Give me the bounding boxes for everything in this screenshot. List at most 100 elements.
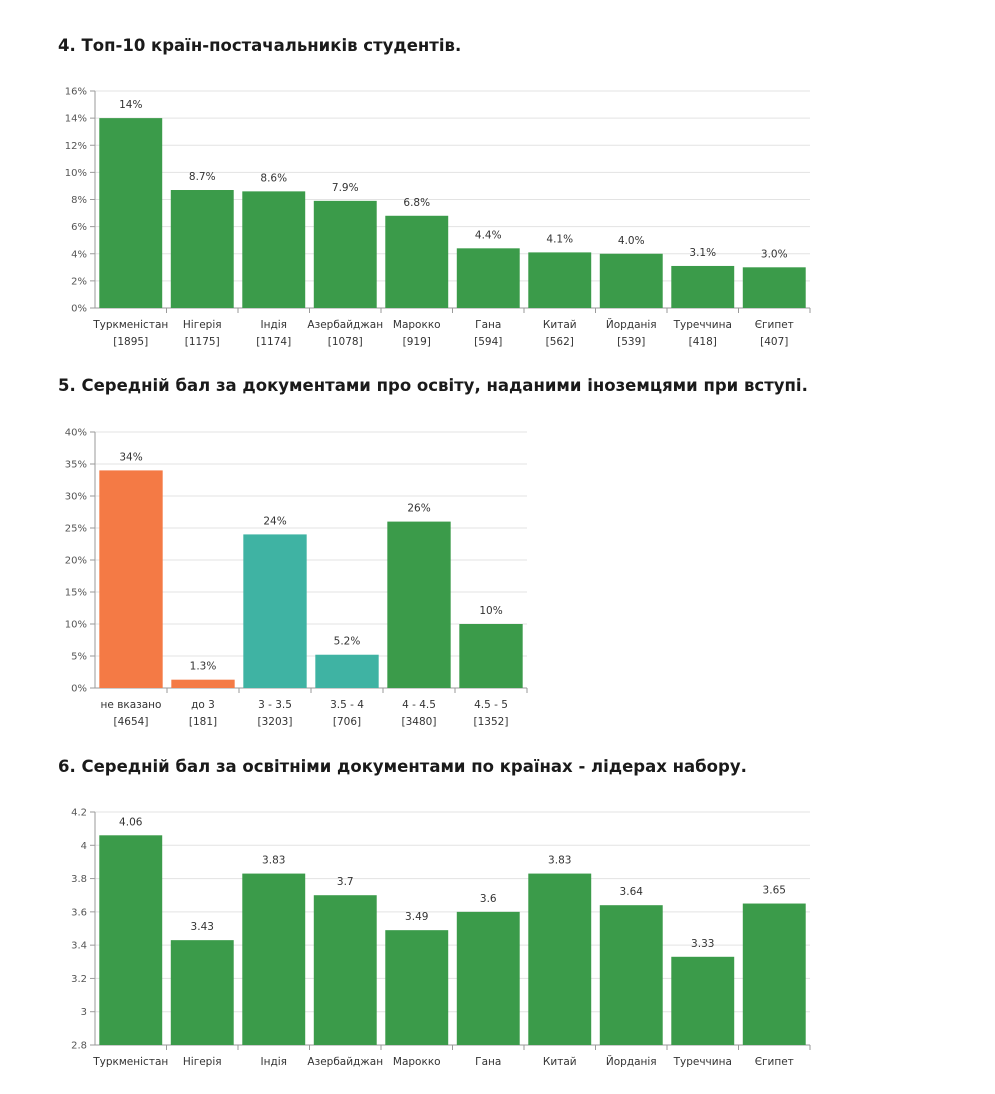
chart-1-title: 4. Топ-10 країн-постачальників студентів…: [58, 36, 462, 55]
data-label: 8.6%: [260, 172, 287, 184]
category-count: [1078]: [328, 336, 363, 348]
category-count: [407]: [760, 336, 788, 348]
y-tick-label: 15%: [65, 588, 87, 599]
y-tick-label: 4.2: [71, 808, 87, 819]
category-label: Азербайджан: [307, 1056, 383, 1068]
category-label: Гана: [475, 1056, 501, 1068]
bar: [459, 624, 523, 688]
data-label: 3.83: [262, 855, 285, 867]
category-count: [418]: [689, 336, 717, 348]
category-label: Туреччина: [673, 1056, 732, 1068]
bar: [170, 190, 234, 308]
data-label: 3.7: [337, 876, 354, 888]
data-label: 3.6: [480, 893, 497, 905]
category-label: Нігерія: [183, 1056, 222, 1068]
category-count: [919]: [403, 336, 431, 348]
category-label: 4.5 - 5: [474, 699, 508, 711]
category-count: [1175]: [185, 336, 220, 348]
data-label: 3.65: [763, 885, 786, 897]
average-grade-by-country-chart: 2.8 3 3.2 3.4 3.6 3.8 4 4.2 4.06 Туркменістан 3.43…: [71, 808, 811, 1068]
category-label: не вказано: [101, 699, 162, 711]
y-tick-label: 12%: [65, 141, 87, 152]
category-label: Марокко: [393, 1056, 441, 1068]
y-tick-label: 20%: [65, 556, 87, 567]
category-label: Йорданія: [606, 318, 657, 331]
category-count: [4654]: [114, 716, 149, 728]
bar: [528, 252, 592, 308]
bar: [315, 654, 379, 688]
category-label: Єгипет: [755, 319, 794, 331]
data-label: 10%: [479, 605, 502, 617]
data-label: 3.64: [620, 886, 644, 898]
data-label: 3.83: [548, 855, 571, 867]
y-tick-label: 4: [81, 841, 87, 852]
category-label: 3.5 - 4: [330, 699, 364, 711]
bar: [456, 248, 520, 308]
y-tick-label: 2.8: [71, 1041, 87, 1052]
bar: [599, 253, 663, 308]
data-label: 4.0%: [618, 235, 645, 247]
category-label: 4 - 4.5: [402, 699, 436, 711]
category-count: [181]: [189, 716, 217, 728]
data-label: 4.06: [119, 816, 143, 828]
chart-3-title: 6. Середній бал за освітніми документами…: [58, 757, 747, 776]
category-count: [1352]: [474, 716, 509, 728]
y-tick-label: 4%: [71, 249, 87, 260]
data-label: 4.1%: [546, 233, 573, 245]
y-tick-label: 2%: [71, 276, 87, 287]
category-label: 3 - 3.5: [258, 699, 292, 711]
bar: [313, 895, 377, 1045]
bar: [242, 191, 306, 308]
y-tick-label: 6%: [71, 222, 87, 233]
data-label: 34%: [119, 451, 142, 463]
data-label: 3.43: [191, 921, 214, 933]
y-tick-label: 14%: [65, 114, 87, 125]
y-tick-label: 3.6: [71, 907, 87, 918]
data-label: 26%: [407, 503, 430, 515]
data-label: 3.1%: [689, 247, 716, 259]
bar: [387, 521, 451, 688]
category-count: [1174]: [256, 336, 291, 348]
data-label: 1.3%: [190, 661, 217, 673]
category-count: [3480]: [402, 716, 437, 728]
bar: [243, 534, 307, 688]
bar: [170, 940, 234, 1045]
category-label: Китай: [543, 319, 577, 331]
data-label: 3.49: [405, 911, 428, 923]
category-label: Туркменістан: [92, 1056, 168, 1068]
y-tick-label: 0%: [71, 304, 87, 315]
bar: [742, 267, 806, 308]
y-tick-label: 3.2: [71, 974, 87, 985]
category-count: [3203]: [258, 716, 293, 728]
y-tick-label: 8%: [71, 195, 87, 206]
bar: [599, 905, 663, 1045]
category-count: [1895]: [113, 336, 148, 348]
category-count: [562]: [546, 336, 574, 348]
data-label: 3.33: [691, 938, 714, 950]
data-label: 6.8%: [403, 197, 430, 209]
bar: [242, 873, 306, 1045]
category-label: Марокко: [393, 319, 441, 331]
y-tick-label: 40%: [65, 428, 87, 439]
data-label: 8.7%: [189, 171, 216, 183]
data-label: 4.4%: [475, 229, 502, 241]
category-label: Туркменістан: [92, 319, 168, 331]
category-count: [594]: [474, 336, 502, 348]
bar: [671, 265, 735, 308]
y-tick-label: 3.8: [71, 874, 87, 885]
bar: [742, 903, 806, 1045]
category-label: Нігерія: [183, 319, 222, 331]
category-label: Індія: [261, 319, 287, 331]
bar: [171, 679, 235, 688]
category-count: [706]: [333, 716, 361, 728]
category-count: [539]: [617, 336, 645, 348]
bar: [99, 118, 163, 308]
data-label: 5.2%: [334, 636, 361, 648]
y-tick-label: 3.4: [71, 941, 87, 952]
bar: [99, 835, 163, 1045]
data-label: 3.0%: [761, 248, 788, 260]
category-label: Йорданія: [606, 1055, 657, 1068]
category-label: Гана: [475, 319, 501, 331]
bar: [385, 930, 449, 1045]
y-tick-label: 3: [81, 1007, 87, 1018]
